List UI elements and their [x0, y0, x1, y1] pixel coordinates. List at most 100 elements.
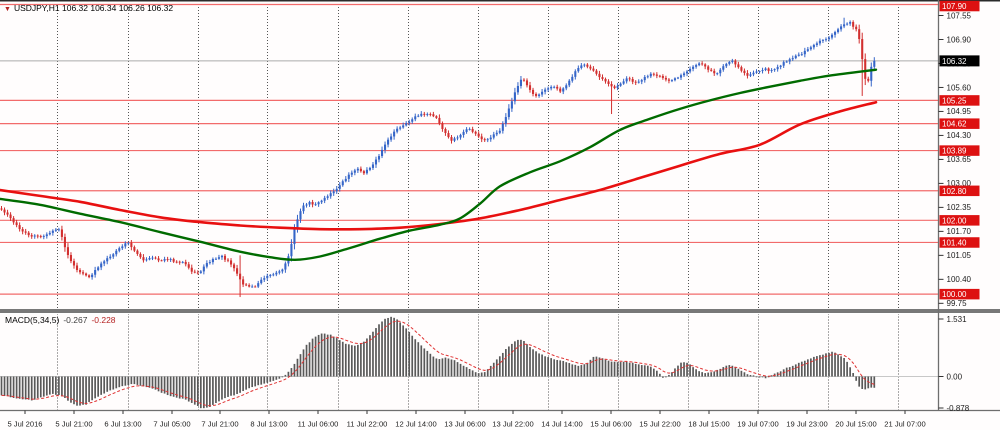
- candle: [495, 132, 498, 135]
- candle: [341, 181, 344, 186]
- svg-text:105.25: 105.25: [942, 96, 967, 105]
- time-axis-label: 7 Jul 21:00: [201, 420, 238, 429]
- time-axis-label: 12 Jul 14:00: [395, 420, 436, 429]
- frame-layer: [0, 0, 1000, 412]
- candle: [220, 255, 224, 258]
- candle: [335, 188, 338, 192]
- candle: [100, 263, 103, 268]
- candle: [190, 267, 193, 272]
- candle: [710, 69, 713, 71]
- candle: [199, 271, 202, 273]
- candle: [568, 80, 571, 86]
- candle: [812, 44, 815, 48]
- candle: [124, 243, 127, 247]
- candle: [701, 63, 704, 65]
- time-axis[interactable]: 5 Jul 2016 5 Jul 21:00 6 Jul 13:00 7 Jul 05…: [7, 410, 926, 429]
- candle: [42, 236, 45, 238]
- candle: [531, 89, 535, 94]
- candle: [181, 261, 184, 263]
- candle: [818, 40, 821, 44]
- time-axis-label: 6 Jul 13:00: [104, 420, 141, 429]
- candle: [305, 204, 308, 206]
- candle: [716, 73, 719, 75]
- candle: [85, 273, 88, 276]
- candle: [559, 88, 562, 92]
- candle: [78, 269, 82, 273]
- svg-text:105.60: 105.60: [947, 83, 972, 92]
- candle: [483, 139, 486, 141]
- candle: [689, 68, 692, 72]
- candle: [408, 121, 411, 124]
- candle: [136, 250, 139, 254]
- candle: [103, 261, 106, 264]
- level-price-label: [939, 237, 980, 248]
- svg-text:0.00: 0.00: [947, 372, 963, 381]
- candle: [60, 229, 63, 237]
- candle: [833, 32, 837, 35]
- candle: [402, 125, 405, 128]
- candle: [284, 263, 287, 270]
- time-axis-label: 20 Jul 15:00: [835, 420, 876, 429]
- candle: [776, 66, 779, 70]
- macd-histogram: [0, 316, 876, 409]
- time-axis-label: 7 Jul 05:00: [153, 420, 190, 429]
- candle: [737, 64, 740, 68]
- candle: [562, 88, 565, 92]
- candle: [57, 229, 60, 231]
- candle: [308, 202, 311, 205]
- candle: [214, 258, 217, 260]
- candle: [861, 39, 864, 60]
- candle: [48, 232, 51, 235]
- candle: [429, 114, 432, 116]
- svg-text:107.55: 107.55: [947, 11, 972, 20]
- candle: [679, 75, 683, 78]
- candle: [803, 50, 806, 55]
- candle: [338, 185, 341, 189]
- candle: [797, 54, 800, 56]
- candle: [670, 80, 673, 82]
- candle: [236, 268, 239, 274]
- svg-text:103.00: 103.00: [947, 179, 972, 188]
- macd-name: MACD(5,34,5): [5, 315, 60, 325]
- candle: [329, 193, 332, 197]
- candle: [251, 286, 254, 288]
- time-axis-label: 14 Jul 14:00: [541, 420, 582, 429]
- candle: [438, 117, 441, 124]
- level-price-label: [939, 95, 980, 106]
- macd-panel: [0, 316, 938, 409]
- candle: [326, 196, 329, 198]
- candle: [779, 65, 782, 67]
- candle: [75, 265, 79, 270]
- candle: [658, 75, 661, 77]
- candle: [208, 262, 211, 264]
- candle: [722, 66, 725, 70]
- candle: [682, 73, 686, 76]
- level-price-label: [939, 0, 980, 12]
- candle: [233, 264, 236, 269]
- candle: [0, 208, 3, 210]
- candle: [806, 49, 809, 51]
- candle: [634, 81, 637, 83]
- time-axis-label: 5 Jul 21:00: [55, 420, 92, 429]
- candle: [269, 274, 272, 276]
- candle: [82, 272, 85, 274]
- candle: [655, 74, 658, 76]
- time-axis-label: 19 Jul 07:00: [737, 420, 778, 429]
- current-price-label: [939, 55, 980, 67]
- candle: [266, 275, 269, 279]
- candle: [193, 271, 196, 273]
- candle: [311, 202, 314, 205]
- candle: [646, 76, 649, 78]
- level-lines-layer: [0, 3, 938, 295]
- symbol-marker-icon: ▼: [4, 6, 11, 13]
- time-axis-label: 21 Jul 07:00: [884, 420, 925, 429]
- candle: [350, 172, 353, 175]
- candle: [731, 60, 734, 62]
- candle: [852, 22, 855, 27]
- time-axis-label: 11 Jul 22:00: [347, 420, 388, 429]
- candle: [145, 259, 148, 261]
- svg-text:104.95: 104.95: [947, 107, 972, 116]
- candle: [610, 83, 613, 87]
- candle: [12, 218, 15, 223]
